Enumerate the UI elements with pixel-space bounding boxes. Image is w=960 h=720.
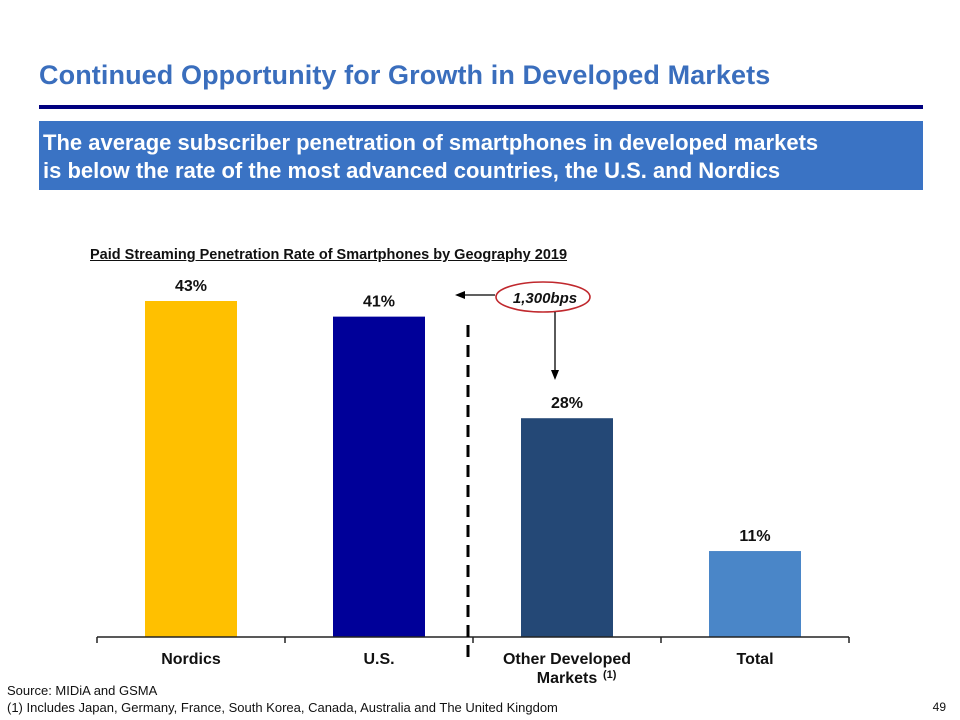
bar-0: [145, 301, 237, 637]
arrow-down-head-icon: [551, 370, 559, 380]
bar-3: [709, 551, 801, 637]
annotation-label: 1,300bps: [513, 290, 577, 307]
category-label: U.S.: [363, 651, 394, 668]
annotation-circle: [495, 281, 591, 313]
category-label: Total: [736, 651, 773, 668]
category-label: Other Developed: [503, 651, 631, 668]
source-note: Source: MIDiA and GSMA: [7, 683, 158, 698]
category-label: Markets: [537, 670, 598, 687]
key-message-banner: The average subscriber penetration of sm…: [39, 121, 923, 190]
data-label: 41%: [363, 294, 395, 311]
bar-2: [521, 418, 613, 637]
data-label: 28%: [551, 395, 583, 412]
title-divider: [39, 105, 923, 109]
footnote: (1) Includes Japan, Germany, France, Sou…: [7, 700, 558, 715]
arrow-left-head-icon: [455, 291, 465, 299]
category-label: Nordics: [161, 651, 221, 668]
chart-title: Paid Streaming Penetration Rate of Smart…: [90, 247, 568, 263]
banner-line-1: The average subscriber penetration of sm…: [43, 130, 819, 155]
page-number: 49: [932, 700, 946, 714]
data-label: 11%: [739, 528, 770, 545]
footnote-marker: (1): [603, 669, 617, 681]
banner-line-2: is below the rate of the most advanced c…: [43, 158, 781, 183]
slide-title: Continued Opportunity for Growth in Deve…: [39, 60, 771, 90]
bar-1: [333, 316, 425, 637]
data-label: 43%: [175, 278, 207, 295]
